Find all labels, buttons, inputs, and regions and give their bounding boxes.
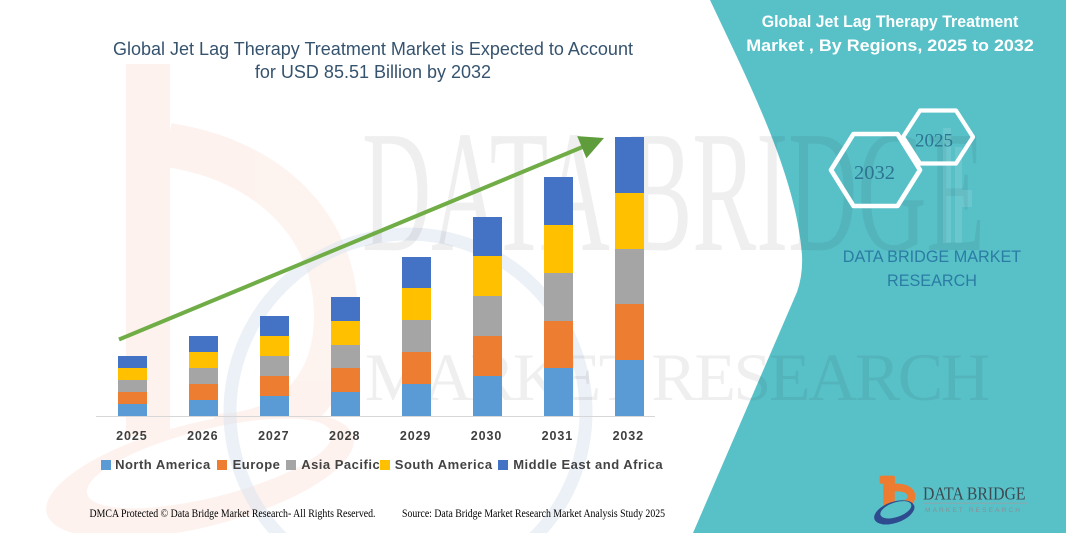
svg-text:DATA BRIDGE: DATA BRIDGE bbox=[362, 95, 985, 288]
svg-text:2025: 2025 bbox=[915, 131, 953, 152]
svg-text:2032: 2032 bbox=[854, 162, 895, 184]
svg-text:MARKET RESEARCH: MARKET RESEARCH bbox=[365, 339, 990, 415]
svg-text:Source: Data Bridge Market Res: Source: Data Bridge Market Research Mark… bbox=[402, 508, 665, 520]
svg-text:MARKET RESEARCH: MARKET RESEARCH bbox=[925, 507, 1020, 514]
svg-text:DATA BRIDGE: DATA BRIDGE bbox=[923, 484, 1026, 504]
svg-text:DMCA Protected © Data Bridge M: DMCA Protected © Data Bridge Market Rese… bbox=[90, 508, 376, 520]
